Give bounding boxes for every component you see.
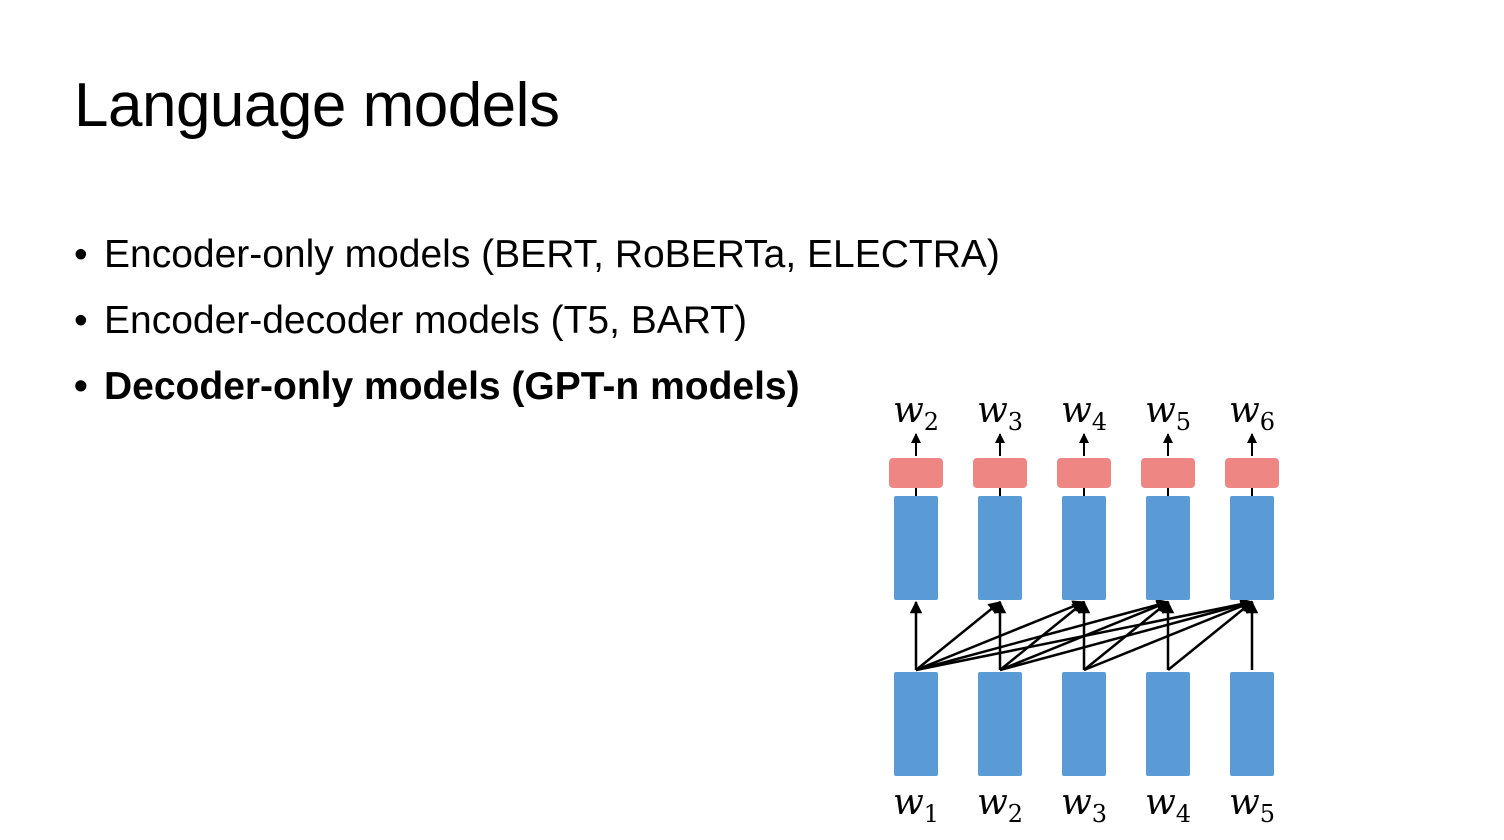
output-token-label: w2: [893, 390, 939, 436]
output-token-label: w6: [1229, 390, 1275, 436]
bullet-item: • Encoder-decoder models (T5, BART): [74, 288, 1000, 354]
hidden-block: [1062, 496, 1106, 600]
bullet-text: Decoder-only models (GPT-n models): [104, 365, 800, 408]
attention-arrow: [1167, 601, 1253, 671]
output-head: [1141, 458, 1195, 488]
input-token-label: w4: [1145, 782, 1191, 828]
attention-arrow: [915, 601, 1001, 671]
input-token-label: w2: [977, 782, 1023, 828]
input-block: [1062, 672, 1106, 776]
bullet-dot: •: [74, 365, 88, 408]
bullet-dot: •: [74, 299, 88, 342]
attention-arrow: [1083, 601, 1169, 671]
output-head: [1057, 458, 1111, 488]
input-block: [978, 672, 1022, 776]
hidden-block: [894, 496, 938, 600]
decoder-only-diagram: w2 w1 w3 w2 w4 w3 w5 w4 w6 w5: [889, 390, 1279, 828]
bullet-dot: •: [74, 233, 88, 276]
output-token-label: w4: [1061, 390, 1107, 436]
bullet-text: Encoder-only models (BERT, RoBERTa, ELEC…: [104, 233, 1000, 276]
hidden-block: [1230, 496, 1274, 600]
output-head: [1225, 458, 1279, 488]
hidden-block: [1146, 496, 1190, 600]
input-block: [1146, 672, 1190, 776]
input-token-label: w3: [1061, 782, 1107, 828]
bullet-text: Encoder-decoder models (T5, BART): [104, 299, 748, 342]
bullet-item: • Encoder-only models (BERT, RoBERTa, ELE…: [74, 222, 1000, 288]
hidden-block: [978, 496, 1022, 600]
slide-title: Language models: [74, 71, 560, 140]
output-head: [973, 458, 1027, 488]
input-block: [1230, 672, 1274, 776]
input-token-label: w5: [1229, 782, 1275, 828]
input-token-label: w1: [893, 782, 939, 828]
output-token-label: w5: [1145, 390, 1191, 436]
bullet-item: • Decoder-only models (GPT-n models): [74, 354, 1000, 420]
bullet-list: • Encoder-only models (BERT, RoBERTa, ELE…: [74, 222, 1000, 420]
output-head: [889, 458, 943, 488]
input-block: [894, 672, 938, 776]
attention-arrow: [999, 601, 1085, 671]
output-token-label: w3: [977, 390, 1023, 436]
